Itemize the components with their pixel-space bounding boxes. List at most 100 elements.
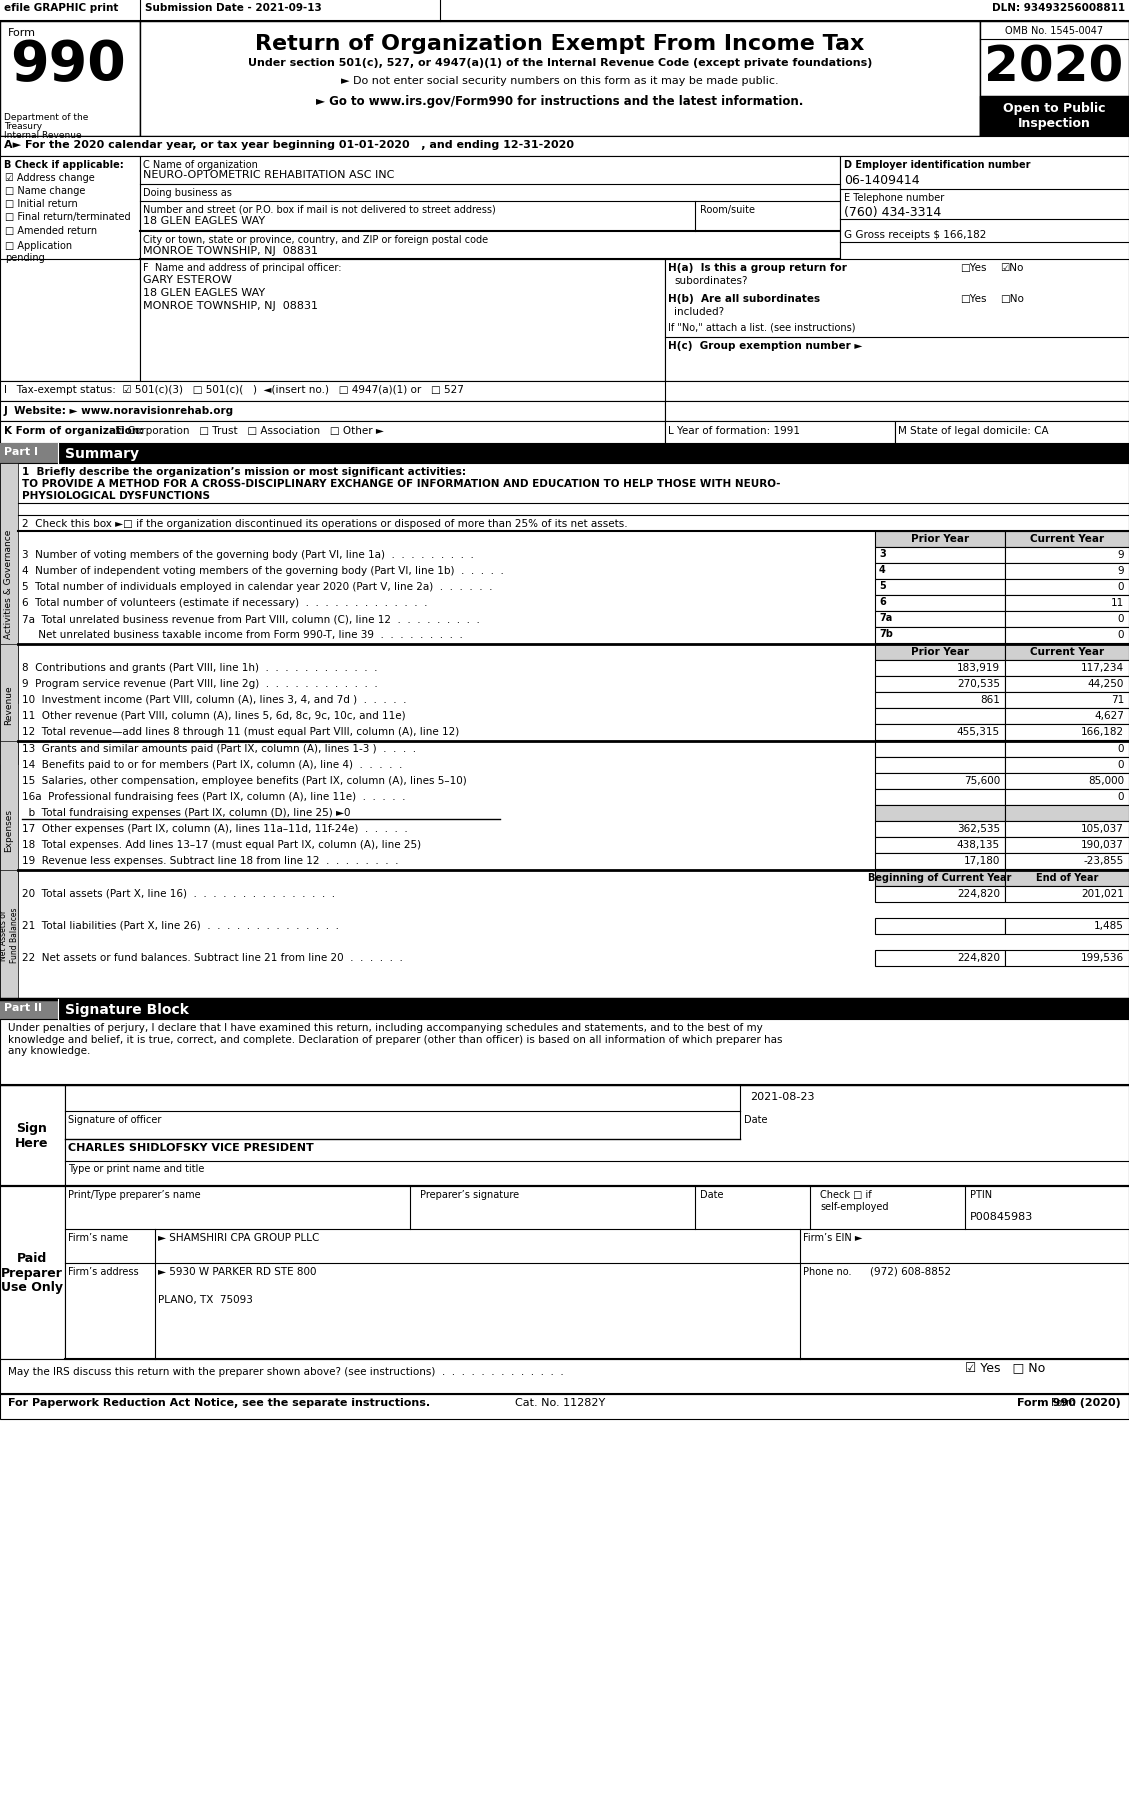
Text: Beginning of Current Year: Beginning of Current Year [868, 873, 1012, 882]
Text: 7b: 7b [879, 629, 893, 638]
Text: Doing business as: Doing business as [143, 188, 231, 199]
Bar [840, 157, 1129, 302]
Text: CHARLES SHIDLOFSKY VICE PRESIDENT: CHARLES SHIDLOFSKY VICE PRESIDENT [68, 1142, 314, 1153]
Bar [140, 260, 665, 381]
Text: 8  Contributions and grants (Part VIII, line 1h)  .  .  .  .  .  .  .  .  .  .  : 8 Contributions and grants (Part VIII, l… [21, 663, 377, 672]
Bar [65, 1187, 1129, 1359]
Bar [1005, 773, 1129, 790]
Bar [0, 464, 18, 703]
Text: □ Initial return: □ Initial return [5, 199, 78, 210]
Bar [0, 137, 1129, 157]
Bar [0, 999, 1129, 1019]
Text: Under section 501(c), 527, or 4947(a)(1) of the Internal Revenue Code (except pr: Under section 501(c), 527, or 4947(a)(1)… [247, 58, 873, 69]
Bar [665, 401, 1129, 421]
Text: 199,536: 199,536 [1080, 952, 1124, 963]
Bar [875, 871, 1005, 887]
Bar [140, 0, 440, 22]
Bar [875, 837, 1005, 853]
Text: 6  Total number of volunteers (estimate if necessary)  .  .  .  .  .  .  .  .  .: 6 Total number of volunteers (estimate i… [21, 598, 428, 607]
Bar [0, 1359, 1129, 1395]
Text: 105,037: 105,037 [1082, 824, 1124, 833]
Text: 190,037: 190,037 [1082, 840, 1124, 849]
Text: Summary: Summary [65, 446, 139, 461]
Text: 0: 0 [1118, 759, 1124, 770]
Text: K Form of organization:: K Form of organization: [5, 426, 143, 435]
Text: Current Year: Current Year [1030, 647, 1104, 656]
Text: Print/Type preparer’s name: Print/Type preparer’s name [68, 1189, 201, 1200]
Text: 5: 5 [879, 580, 886, 591]
Text: PLANO, TX  75093: PLANO, TX 75093 [158, 1294, 253, 1305]
Text: 4,627: 4,627 [1094, 710, 1124, 721]
Text: Firm’s name: Firm’s name [68, 1232, 128, 1243]
Bar [875, 708, 1005, 725]
Text: DLN: 93493256008811: DLN: 93493256008811 [992, 4, 1124, 13]
Text: M State of legal domicile: CA: M State of legal domicile: CA [898, 426, 1049, 435]
Bar [875, 918, 1005, 934]
Text: 13  Grants and similar amounts paid (Part IX, column (A), lines 1-3 )  .  .  .  : 13 Grants and similar amounts paid (Part… [21, 744, 417, 754]
Text: Submission Date - 2021-09-13: Submission Date - 2021-09-13 [145, 4, 322, 13]
Text: Sign
Here: Sign Here [16, 1122, 49, 1149]
Text: 201,021: 201,021 [1082, 889, 1124, 898]
Text: Prior Year: Prior Year [911, 533, 969, 544]
Text: ☑ Corporation   □ Trust   □ Association   □ Other ►: ☑ Corporation □ Trust □ Association □ Ot… [115, 426, 384, 435]
Text: Date: Date [744, 1115, 768, 1124]
Text: 18  Total expenses. Add lines 13–17 (must equal Part IX, column (A), line 25): 18 Total expenses. Add lines 13–17 (must… [21, 840, 421, 849]
Text: 183,919: 183,919 [957, 663, 1000, 672]
Text: G Gross receipts $ 166,182: G Gross receipts $ 166,182 [844, 229, 987, 240]
Text: ☑ Yes   □ No: ☑ Yes □ No [965, 1361, 1045, 1375]
Text: Open to Public
Inspection: Open to Public Inspection [1003, 101, 1105, 130]
Bar [1005, 708, 1129, 725]
Text: Activities & Governance: Activities & Governance [5, 529, 14, 638]
Text: B Check if applicable:: B Check if applicable: [5, 159, 124, 170]
Text: Part II: Part II [5, 1003, 42, 1012]
Text: 4: 4 [879, 564, 886, 575]
Text: 224,820: 224,820 [957, 952, 1000, 963]
Text: 11: 11 [1111, 598, 1124, 607]
Bar [0, 0, 140, 22]
Bar [875, 887, 1005, 902]
Text: H(c)  Group exemption number ►: H(c) Group exemption number ► [668, 342, 863, 351]
Bar [875, 806, 1005, 822]
Bar [875, 548, 1005, 564]
Text: Preparer’s signature: Preparer’s signature [420, 1189, 519, 1200]
Text: b  Total fundraising expenses (Part IX, column (D), line 25) ►0: b Total fundraising expenses (Part IX, c… [21, 808, 350, 817]
Text: ► SHAMSHIRI CPA GROUP PLLC: ► SHAMSHIRI CPA GROUP PLLC [158, 1232, 320, 1243]
Text: Type or print name and title: Type or print name and title [68, 1164, 204, 1173]
Text: H(a)  Is this a group return for: H(a) Is this a group return for [668, 262, 847, 273]
Text: If "No," attach a list. (see instructions): If "No," attach a list. (see instruction… [668, 322, 856, 332]
Bar [1005, 611, 1129, 627]
Bar [875, 741, 1005, 757]
Bar [875, 531, 1005, 548]
Text: included?: included? [674, 307, 724, 316]
Text: □No: □No [1000, 295, 1024, 304]
Bar [0, 157, 140, 302]
Text: efile GRAPHIC print: efile GRAPHIC print [5, 4, 119, 13]
Text: 990: 990 [10, 38, 125, 92]
Text: OMB No. 1545-0047: OMB No. 1545-0047 [1005, 25, 1103, 36]
Bar [665, 421, 895, 445]
Bar [875, 580, 1005, 596]
Text: Expenses: Expenses [5, 810, 14, 853]
Text: 2020: 2020 [984, 43, 1123, 90]
Text: □Yes: □Yes [960, 262, 987, 273]
Text: 18 GLEN EAGLES WAY: 18 GLEN EAGLES WAY [143, 215, 265, 226]
Text: 1,485: 1,485 [1094, 920, 1124, 931]
Text: 362,535: 362,535 [957, 824, 1000, 833]
Text: 18 GLEN EAGLES WAY: 18 GLEN EAGLES WAY [143, 287, 265, 298]
Bar [875, 692, 1005, 708]
Text: ☑No: ☑No [1000, 262, 1023, 273]
Text: Internal Revenue: Internal Revenue [5, 130, 81, 139]
Text: Signature Block: Signature Block [65, 1003, 189, 1016]
Text: 71: 71 [1111, 694, 1124, 705]
Bar [0, 1395, 1129, 1418]
Text: (972) 608-8852: (972) 608-8852 [870, 1267, 951, 1276]
Text: 3  Number of voting members of the governing body (Part VI, line 1a)  .  .  .  .: 3 Number of voting members of the govern… [21, 549, 474, 560]
Text: 12  Total revenue—add lines 8 through 11 (must equal Part VIII, column (A), line: 12 Total revenue—add lines 8 through 11 … [21, 726, 460, 737]
Bar [875, 822, 1005, 837]
Bar [0, 445, 1129, 464]
Text: L Year of formation: 1991: L Year of formation: 1991 [668, 426, 800, 435]
Bar [1005, 531, 1129, 548]
Bar [665, 260, 1129, 381]
Bar [0, 445, 58, 464]
Bar [875, 725, 1005, 741]
